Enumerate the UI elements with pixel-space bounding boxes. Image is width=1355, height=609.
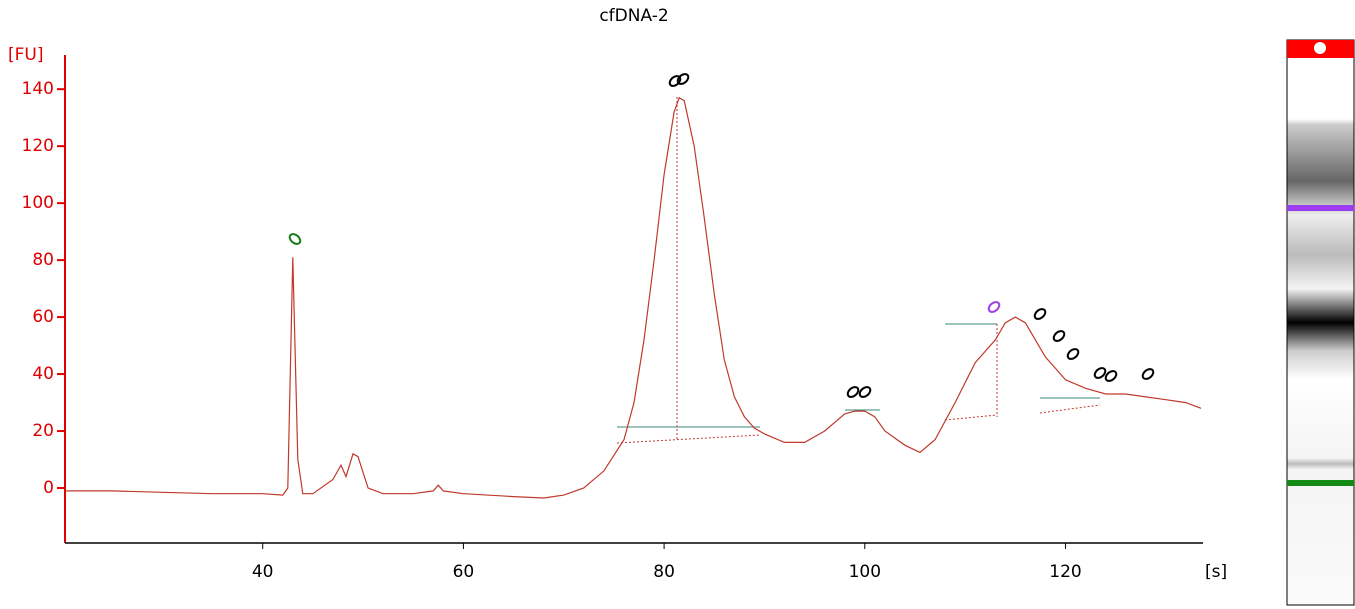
y-tick-label: 40 [32, 364, 54, 384]
chart-title: cfDNA-2 [599, 6, 668, 26]
peak-oval [1093, 367, 1107, 379]
gel-band [1287, 480, 1354, 486]
peak-oval [1141, 368, 1155, 380]
y-tick-label: 120 [22, 136, 54, 156]
x-tick-label: 40 [252, 562, 274, 582]
x-tick-label: 120 [1049, 562, 1081, 582]
x-tick-label: 100 [849, 562, 881, 582]
y-tick-label: 80 [32, 250, 54, 270]
trace [65, 96, 1202, 499]
gel-band [1287, 205, 1354, 211]
gel-dot [1314, 42, 1326, 54]
gel-lane [1286, 39, 1355, 606]
peak-oval [846, 386, 860, 398]
y-tick-label: 0 [43, 478, 54, 498]
peak-marker [1039, 404, 1101, 414]
y-axis-label: [FU] [8, 45, 44, 65]
peak-oval [288, 233, 302, 245]
x-tick-label: 80 [653, 562, 675, 582]
peak-oval [987, 301, 1001, 313]
y-tick-label: 140 [22, 79, 54, 99]
peak-dotted [616, 97, 1101, 444]
peak-oval [1052, 330, 1066, 342]
gel-background [1286, 39, 1355, 606]
y-tick-label: 20 [32, 421, 54, 441]
y-tick-label: 100 [22, 193, 54, 213]
x-axis-label: [s] [1205, 562, 1227, 582]
peak-oval [1033, 308, 1047, 320]
peak-oval [676, 73, 690, 85]
peak-baselines [617, 323, 1100, 428]
peak-oval [1066, 348, 1080, 360]
peak-ovals [288, 73, 1155, 398]
peak-marker [944, 414, 998, 421]
peak-marker [616, 434, 761, 444]
x-tick-label: 60 [453, 562, 475, 582]
peak-oval [1104, 370, 1118, 382]
y-tick-label: 60 [32, 307, 54, 327]
peak-oval [858, 386, 872, 398]
